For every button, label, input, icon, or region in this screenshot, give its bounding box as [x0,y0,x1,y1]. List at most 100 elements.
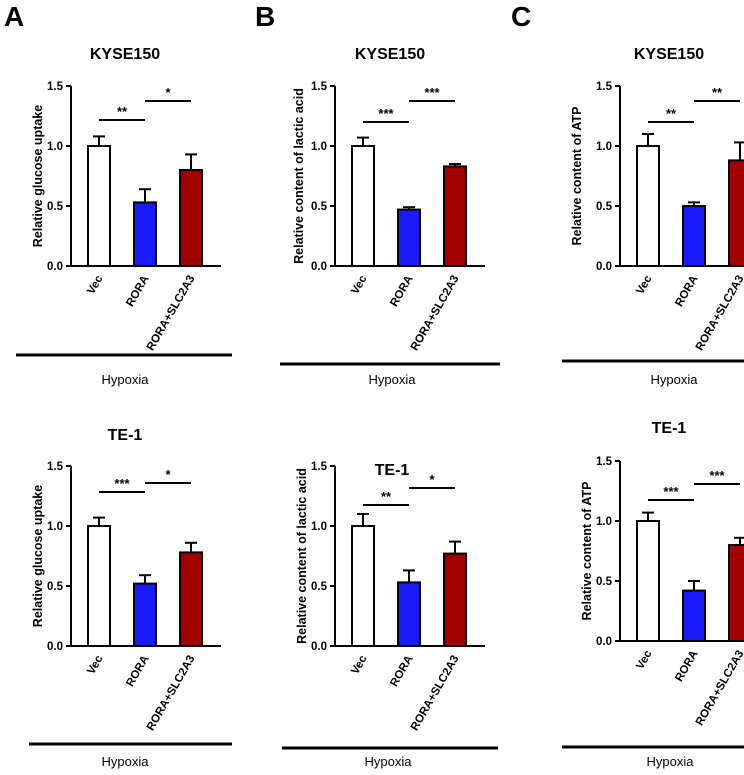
category-label: RORA+SLC2A3 [145,274,198,353]
group-label: Hypoxia [365,754,413,769]
y-tick-label: 1.0 [47,141,63,153]
y-tick-label: 1.5 [596,456,613,468]
y-tick-label: 0.5 [47,201,64,213]
category-label: RORA [388,654,415,689]
significance-label: * [165,467,171,482]
bar-rora-slc2a3 [728,159,744,267]
y-tick-label: 1.5 [311,81,328,93]
panel-letter-b: B [255,1,275,32]
bar-vec [351,145,375,267]
y-tick-label: 1.0 [596,141,612,153]
group-label: Hypoxia [369,372,417,387]
y-axis-label: Relative glucose uptake [31,485,45,627]
category-label: RORA [124,654,151,689]
category-label: RORA+SLC2A3 [409,274,462,353]
bar-rora-slc2a3 [179,551,203,648]
category-label: RORA+SLC2A3 [145,654,198,733]
significance-label: *** [663,484,679,499]
chart-title: TE-1 [375,462,410,479]
category-label: RORA [673,274,700,309]
y-axis-label: Relative content of ATP [570,107,584,246]
y-tick-label: 0.5 [311,581,328,593]
y-tick-label: 0.5 [596,576,613,588]
bar-rora-slc2a3 [443,165,467,267]
chart-title: TE-1 [652,420,687,437]
category-label: RORA+SLC2A3 [409,654,462,733]
y-tick-label: 0.0 [47,641,63,653]
y-axis-label: Relative content of ATP [580,482,594,621]
significance-label: *** [114,476,130,491]
chart-2: KYSE150 0.0 0.5 1.0 1.5 Relative content of l… [280,46,500,387]
category-label: RORA [673,649,700,684]
bar-vec [87,525,111,647]
bar-rora [397,581,421,648]
y-tick-label: 0.0 [47,261,63,273]
group-label: Hypoxia [651,372,699,387]
bar-rora-slc2a3 [179,169,203,267]
chart-title: TE-1 [108,427,143,444]
category-label: Vec [85,653,106,677]
chart-title: KYSE150 [90,46,160,63]
chart-6: TE-1 0.0 0.5 1.0 1.5 Relative content of ATP V… [562,420,744,769]
significance-label: *** [424,85,440,100]
significance-label: * [429,472,435,487]
group-label: Hypoxia [647,754,695,769]
bar-rora [682,589,706,642]
significance-label: ** [381,489,392,504]
bar-rora-slc2a3 [728,544,744,642]
bar-vec [636,145,660,267]
y-tick-label: 1.0 [47,521,63,533]
y-axis-label: Relative glucose uptake [31,105,45,247]
y-tick-label: 0.0 [311,261,327,273]
bar-rora [682,205,706,267]
bar-vec [87,145,111,267]
group-label: Hypoxia [102,372,150,387]
y-tick-label: 1.0 [311,141,327,153]
category-label: RORA+SLC2A3 [694,274,744,353]
y-tick-label: 1.0 [596,516,612,528]
significance-label: *** [709,468,725,483]
bar-rora [133,582,157,647]
y-tick-label: 1.5 [311,461,328,473]
y-tick-label: 1.5 [47,461,64,473]
category-label: RORA [388,274,415,309]
y-tick-label: 1.5 [47,81,64,93]
bar-vec [636,520,660,642]
chart-3: KYSE150 0.0 0.5 1.0 1.5 Relative content of A… [562,46,744,387]
y-tick-label: 0.5 [311,201,328,213]
category-label: Vec [85,273,106,297]
y-tick-label: 1.5 [596,81,613,93]
significance-label: ** [666,106,677,121]
chart-title: KYSE150 [634,46,704,63]
category-label: RORA [124,274,151,309]
category-label: RORA+SLC2A3 [694,649,744,728]
y-tick-label: 0.0 [311,641,327,653]
y-tick-label: 1.0 [311,521,327,533]
bar-vec [351,525,375,647]
bar-rora [397,208,421,268]
category-label: Vec [634,648,655,672]
category-label: Vec [349,273,370,297]
significance-label: * [165,85,171,100]
chart-title: KYSE150 [355,46,425,63]
category-label: Vec [349,653,370,677]
y-tick-label: 0.0 [596,636,612,648]
y-tick-label: 0.0 [596,261,612,273]
significance-label: *** [378,106,394,121]
group-label: Hypoxia [102,754,150,769]
panel-letter-a: A [4,1,24,32]
bar-rora-slc2a3 [443,552,467,647]
y-tick-label: 0.5 [47,581,64,593]
y-axis-label: Relative content of lactic acid [292,88,306,264]
significance-label: ** [117,104,128,119]
significance-label: ** [712,85,723,100]
category-label: Vec [634,273,655,297]
bar-rora [133,201,157,267]
y-tick-label: 0.5 [596,201,613,213]
panel-letter-c: C [511,1,531,32]
